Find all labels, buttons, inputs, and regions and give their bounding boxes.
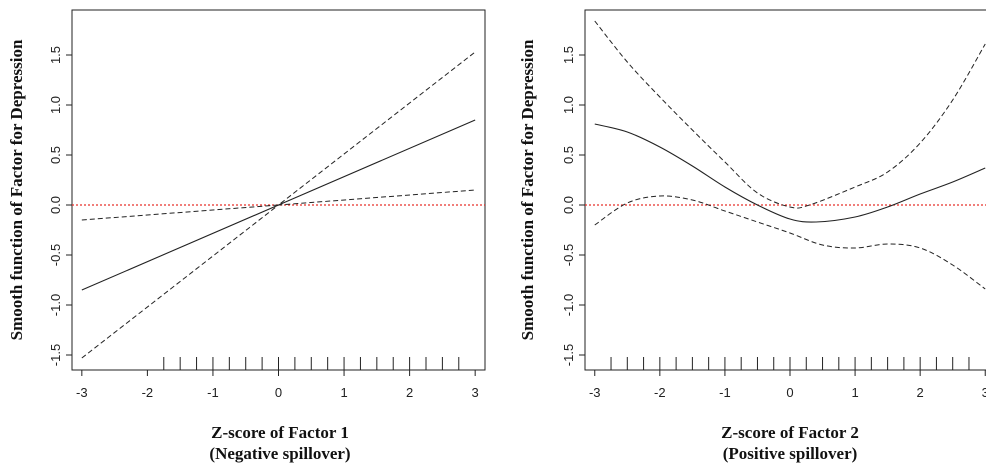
y-tick-label: 1.0: [48, 96, 63, 114]
series-line-upper-ci: [81, 51, 476, 221]
x-tick-label: -2: [654, 385, 666, 400]
y-tick-label: 0.0: [48, 196, 63, 214]
y-axis-title: Smooth function of Factor for Depression: [7, 39, 26, 340]
x-tick-label: 1: [851, 385, 858, 400]
y-axis: -1.5 -1.0 -0.5 0.0 0.5 1.0 1.5: [48, 46, 72, 366]
x-axis-subtitle: (Positive spillover): [723, 444, 858, 463]
y-tick-label: -0.5: [48, 244, 63, 266]
y-tick-label: 1.5: [561, 46, 576, 64]
series-line-upper-ci: [594, 20, 986, 209]
x-tick-label: -1: [719, 385, 731, 400]
x-tick-label: 3: [472, 385, 479, 400]
x-tick-label: 0: [786, 385, 793, 400]
y-tick-label: 0.0: [561, 196, 576, 214]
x-axis-title: Z-score of Factor 1: [211, 423, 349, 442]
x-tick-label: -3: [76, 385, 88, 400]
series-line-estimate: [594, 123, 986, 223]
y-tick-label: -0.5: [561, 244, 576, 266]
chart-panel-factor-2: -3 -2 -1 0 1 2 3 -1.5 -1.0 -0.5 0.0 0.5 1.0 1.5 Smoo…: [518, 9, 986, 463]
x-tick-label: 2: [406, 385, 413, 400]
x-axis-title: Z-score of Factor 2: [721, 423, 859, 442]
y-axis-title: Smooth function of Factor for Depression: [518, 39, 537, 340]
rug-marks: [610, 357, 970, 370]
y-tick-label: 0.5: [561, 146, 576, 164]
plot-frame: [71, 9, 486, 371]
x-axis: -3 -2 -1 0 1 2 3: [589, 370, 986, 400]
x-tick-label: 0: [275, 385, 282, 400]
y-tick-label: 1.5: [48, 46, 63, 64]
y-tick-label: 0.5: [48, 146, 63, 164]
x-tick-label: -2: [142, 385, 154, 400]
y-axis: -1.5 -1.0 -0.5 0.0 0.5 1.0 1.5: [561, 46, 585, 366]
series-line-lower-ci: [81, 189, 476, 359]
chart-panel-factor-1: -3 -2 -1 0 1 2 3 -1.5 -1.0 -0.5 0.0 0.5 1.0 1.5 Smoo…: [7, 9, 486, 463]
y-tick-label: -1.0: [561, 294, 576, 316]
series-line-lower-ci: [594, 195, 986, 290]
series-group: [594, 20, 986, 290]
x-tick-label: -1: [207, 385, 219, 400]
rug-marks: [163, 357, 460, 370]
x-tick-label: 2: [917, 385, 924, 400]
y-tick-label: -1.0: [48, 294, 63, 316]
series-group: [81, 51, 476, 359]
x-tick-label: 1: [340, 385, 347, 400]
x-tick-label: 3: [982, 385, 986, 400]
y-tick-label: 1.0: [561, 96, 576, 114]
y-tick-label: -1.5: [561, 344, 576, 366]
x-tick-label: -3: [589, 385, 601, 400]
x-axis: -3 -2 -1 0 1 2 3: [76, 370, 479, 400]
plot-frame: [584, 9, 986, 371]
y-tick-label: -1.5: [48, 344, 63, 366]
x-axis-subtitle: (Negative spillover): [209, 444, 350, 463]
